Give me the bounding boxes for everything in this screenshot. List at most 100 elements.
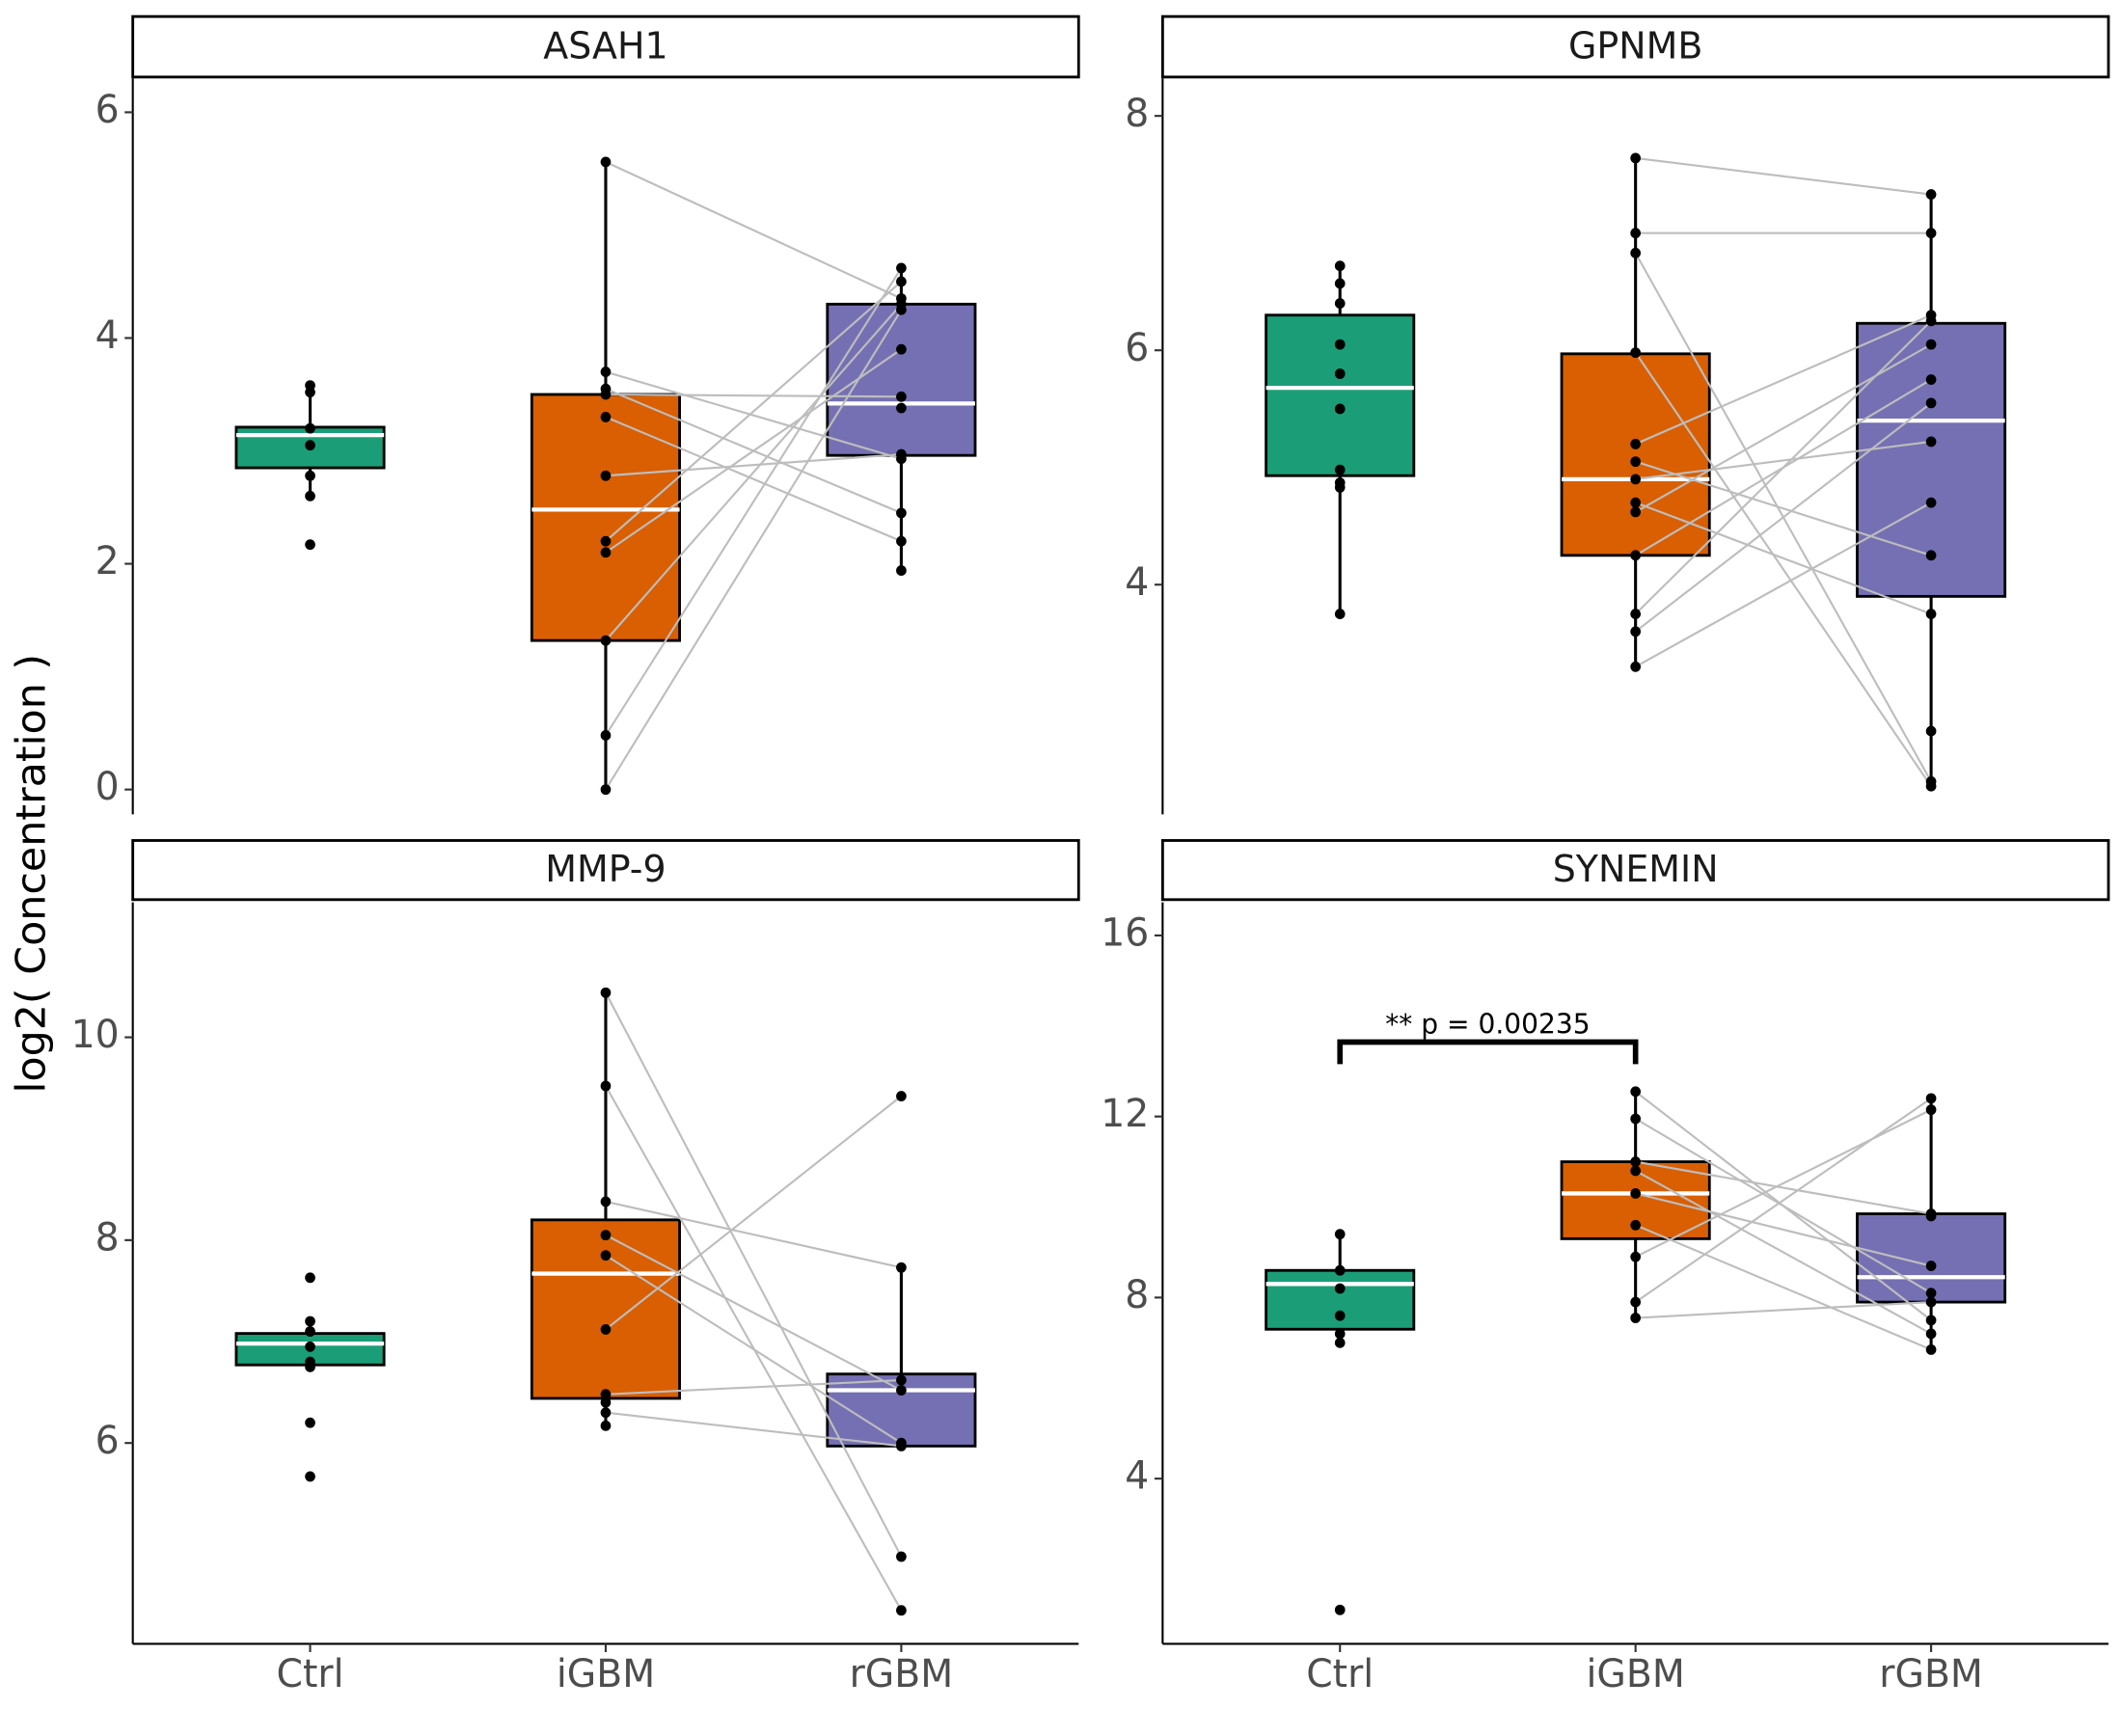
data-point — [305, 1272, 315, 1284]
data-point — [600, 547, 612, 558]
x-tick-label: iGBM — [557, 1652, 655, 1696]
paired-line — [1635, 1301, 1932, 1319]
data-point — [1630, 247, 1641, 258]
data-point — [305, 1341, 315, 1352]
data-point — [305, 1326, 315, 1337]
data-point — [305, 1471, 315, 1482]
data-point — [1925, 1104, 1937, 1116]
data-point — [1334, 1328, 1346, 1340]
data-point — [1630, 626, 1641, 637]
paired-line — [605, 991, 903, 1558]
data-point — [1334, 1229, 1346, 1240]
data-point — [1334, 403, 1346, 415]
data-point — [600, 156, 612, 168]
paired-line — [1635, 1224, 1932, 1351]
data-point — [1334, 481, 1346, 493]
data-point — [305, 470, 315, 481]
y-axis-label: log2( Concentration ) — [9, 654, 56, 1094]
significance-label: ** p = 0.00235 — [1385, 1008, 1590, 1040]
data-point — [896, 276, 907, 287]
data-point — [1334, 1264, 1346, 1276]
data-point — [600, 411, 612, 422]
data-point — [305, 1417, 315, 1428]
data-point — [1925, 1210, 1937, 1222]
data-point — [1630, 152, 1641, 164]
data-point — [1334, 609, 1346, 620]
paired-line — [1635, 1160, 1932, 1215]
paired-line — [1635, 402, 1932, 633]
paired-line — [605, 1411, 902, 1448]
data-point — [1630, 1086, 1641, 1098]
box — [530, 1218, 681, 1400]
paired-line — [605, 348, 902, 554]
data-point — [305, 490, 315, 502]
y-tick-label: 12 — [1101, 1092, 1149, 1136]
y-tick-label: 0 — [95, 765, 120, 809]
data-point — [1630, 1113, 1641, 1125]
paired-line — [605, 303, 903, 641]
paired-line — [1634, 352, 1932, 787]
data-point — [1334, 1337, 1346, 1348]
y-tick-label: 10 — [71, 1013, 120, 1057]
data-point — [1925, 1288, 1937, 1299]
data-point — [896, 1374, 907, 1386]
data-point — [1925, 1296, 1937, 1308]
data-point — [600, 1389, 612, 1400]
paired-line — [1635, 502, 1932, 668]
data-point — [305, 1361, 315, 1372]
paired-line — [1635, 1097, 1932, 1303]
data-point — [1630, 1313, 1641, 1323]
paired-line — [605, 267, 903, 737]
paired-line — [605, 309, 903, 791]
data-point — [1925, 374, 1937, 385]
data-point — [600, 1230, 612, 1241]
data-point — [896, 1385, 907, 1396]
paired-line — [1635, 1118, 1932, 1294]
data-point — [1925, 1343, 1937, 1355]
data-point — [1925, 189, 1937, 201]
data-point — [600, 1196, 612, 1207]
data-point — [1925, 315, 1937, 327]
paired-line — [605, 1254, 902, 1445]
y-tick-label: 6 — [95, 88, 120, 132]
data-point — [1925, 609, 1937, 620]
data-point — [1334, 1604, 1346, 1615]
x-tick-label: Ctrl — [1306, 1652, 1374, 1696]
data-point — [1925, 1261, 1937, 1271]
data-point — [896, 1551, 907, 1562]
data-point — [1334, 260, 1346, 272]
data-point — [1334, 464, 1346, 475]
data-point — [896, 448, 907, 460]
data-point — [600, 535, 612, 547]
data-point — [1925, 339, 1937, 350]
data-point — [1630, 347, 1641, 359]
paired-line — [1634, 320, 1932, 615]
data-point — [1630, 1296, 1641, 1308]
paired-line — [1635, 1108, 1932, 1259]
data-point — [600, 635, 612, 646]
y-tick-label: 6 — [1125, 326, 1149, 370]
data-point — [1630, 456, 1641, 468]
data-point — [1630, 228, 1641, 239]
data-point — [600, 1407, 612, 1419]
x-tick-label: iGBM — [1587, 1652, 1685, 1696]
facet-title: GPNMB — [1568, 25, 1702, 68]
facet-strip — [131, 839, 1080, 902]
paired-line — [1635, 460, 1932, 556]
data-point — [1334, 368, 1346, 379]
paired-line — [605, 1378, 902, 1396]
data-point — [1630, 438, 1641, 449]
paired-line — [1635, 343, 1932, 513]
data-point — [896, 1440, 907, 1451]
paired-line — [605, 160, 902, 300]
data-point — [600, 784, 612, 796]
data-point — [305, 1316, 315, 1327]
data-point — [600, 1250, 612, 1261]
data-point — [896, 343, 907, 355]
data-point — [1925, 228, 1937, 239]
paired-line — [1635, 1170, 1932, 1335]
facet-strip — [1160, 14, 2110, 79]
data-point — [600, 389, 612, 400]
y-tick-label: 4 — [1125, 560, 1149, 605]
